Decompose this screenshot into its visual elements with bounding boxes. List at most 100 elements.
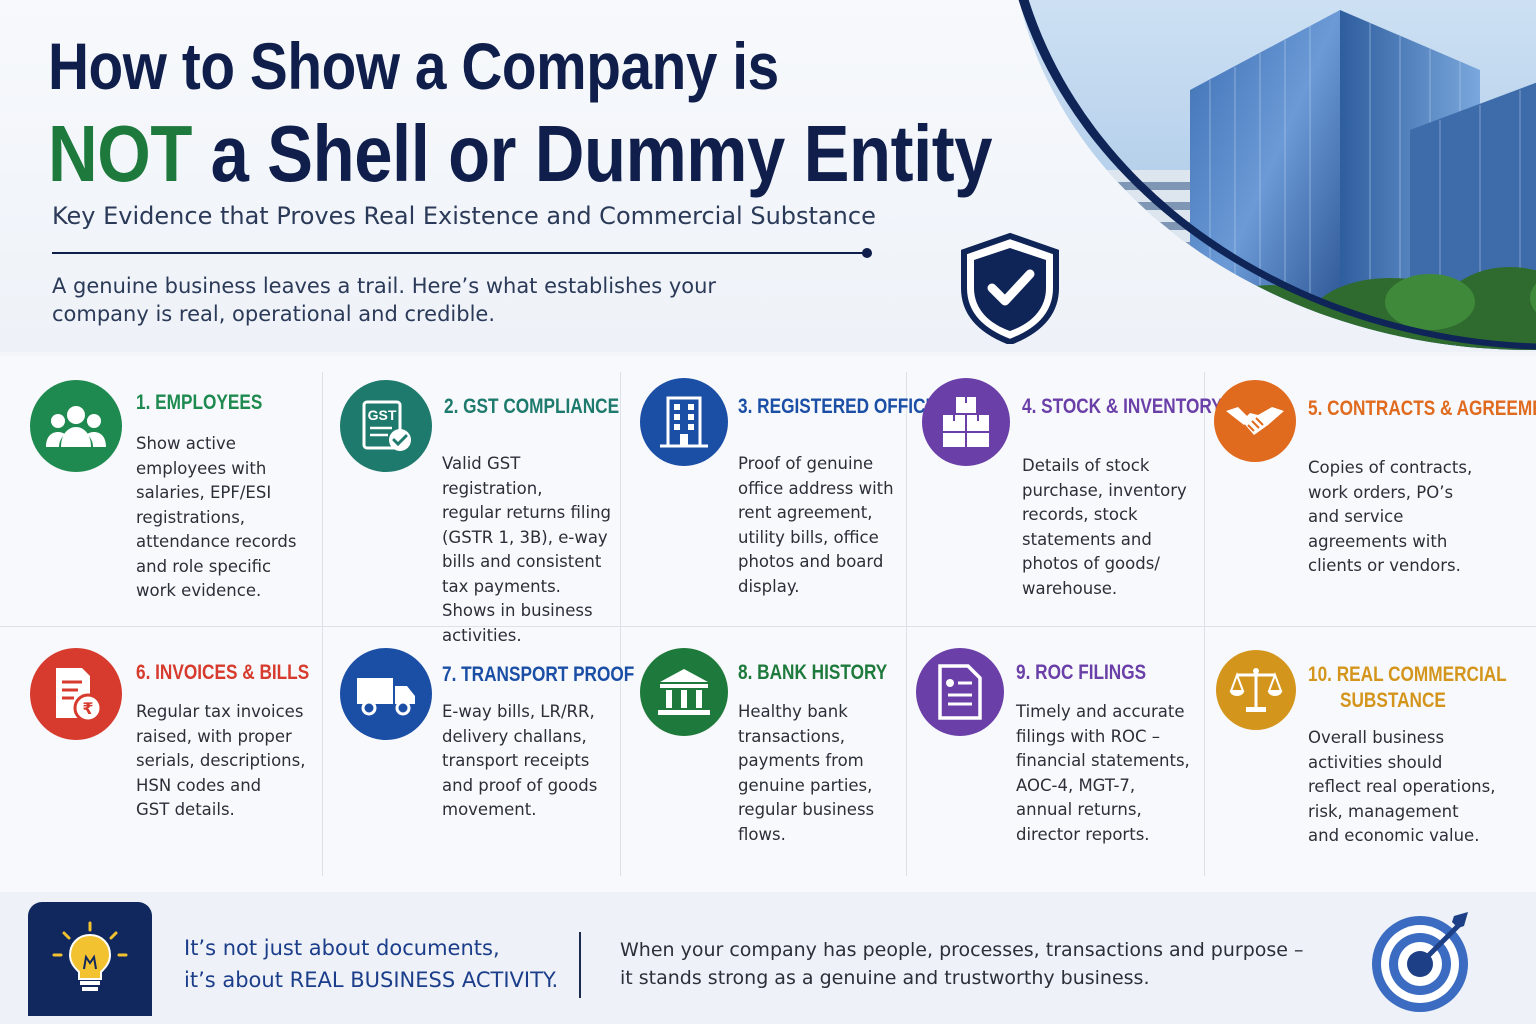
card-line: GST details. bbox=[136, 800, 235, 819]
evidence-card-bank-history: 8. BANK HISTORY Healthy bank transaction… bbox=[640, 648, 906, 878]
card-line: employees with bbox=[136, 458, 267, 478]
card-line: bills and consistent bbox=[442, 552, 602, 571]
card-line: annual returns, bbox=[1016, 800, 1142, 819]
card-title: 3. REGISTERED OFFICE bbox=[738, 395, 938, 418]
intro-line1: A genuine business leaves a trail. Here’… bbox=[52, 274, 717, 298]
handshake-icon bbox=[1214, 380, 1296, 462]
card-line: and proof of goods bbox=[442, 775, 598, 795]
lightbulb-icon-box bbox=[28, 902, 152, 1016]
grid-divider bbox=[1204, 372, 1205, 876]
evidence-card-roc-filings: 9. ROC FILINGS Timely and accurate filin… bbox=[916, 648, 1204, 878]
card-line: work orders, PO’s bbox=[1308, 482, 1454, 502]
footer-tagline: It’s not just about documents, it’s abou… bbox=[184, 932, 558, 996]
card-line: transactions, bbox=[738, 726, 846, 746]
card-body: Healthy bank transactions, payments from… bbox=[738, 700, 874, 847]
truck-icon bbox=[340, 648, 432, 740]
evidence-card-contracts-agreements: 5. CONTRACTS & AGREEMENTS Copies of cont… bbox=[1214, 380, 1536, 620]
card-title: 9. ROC FILINGS bbox=[1016, 661, 1147, 684]
card-line: rent agreement, bbox=[738, 503, 873, 522]
page-subtitle: Key Evidence that Proves Real Existence … bbox=[52, 202, 876, 230]
card-line: work evidence. bbox=[136, 581, 262, 600]
card-line: Details of stock bbox=[1022, 456, 1150, 475]
card-line: movement. bbox=[442, 800, 537, 819]
decorative-swoosh bbox=[1000, 0, 1536, 350]
card-line: statements and bbox=[1022, 529, 1152, 549]
card-line: and economic value. bbox=[1308, 826, 1480, 845]
card-line: activities. bbox=[442, 625, 522, 645]
card-line: regular returns filing bbox=[442, 503, 612, 522]
card-line: Overall business bbox=[1308, 728, 1445, 747]
card-line: Regular tax invoices bbox=[136, 702, 304, 721]
card-line: Proof of genuine bbox=[738, 454, 874, 473]
card-title: 8. BANK HISTORY bbox=[738, 661, 888, 684]
card-line: transport receipts bbox=[442, 751, 590, 770]
card-line: purchase, inventory bbox=[1022, 480, 1187, 500]
card-title: 6. INVOICES & BILLS bbox=[136, 661, 310, 684]
boxes-icon bbox=[922, 378, 1010, 466]
card-body: Timely and accurate filings with ROC – f… bbox=[1016, 700, 1190, 847]
card-line: raised, with proper bbox=[136, 726, 292, 746]
card-body: Proof of genuine office address with ren… bbox=[738, 452, 894, 599]
card-line: delivery challans, bbox=[442, 726, 587, 746]
card-line: agreements with bbox=[1308, 531, 1448, 551]
card-line: photos of goods/ bbox=[1022, 554, 1160, 573]
card-line: regular business bbox=[738, 800, 875, 819]
gst-document-icon: GST bbox=[340, 380, 432, 472]
card-line: Show active bbox=[136, 434, 236, 453]
card-line: financial statements, bbox=[1016, 751, 1190, 770]
card-title: 10. REAL COMMERCIAL bbox=[1308, 663, 1507, 686]
grid-divider bbox=[322, 372, 323, 876]
intro-line2: company is real, operational and credibl… bbox=[52, 302, 496, 326]
card-line: Healthy bank bbox=[738, 702, 848, 721]
evidence-card-invoices-bills: ₹ 6. INVOICES & BILLS Regular tax invoic… bbox=[30, 648, 320, 878]
card-line: genuine parties, bbox=[738, 775, 873, 795]
divider-line bbox=[52, 252, 866, 254]
scales-icon bbox=[1216, 650, 1296, 730]
footer-message: When your company has people, processes,… bbox=[620, 936, 1304, 992]
card-line: registrations, bbox=[136, 507, 246, 527]
card-line: director reports. bbox=[1016, 824, 1150, 844]
card-line: photos and board bbox=[738, 552, 884, 571]
target-icon bbox=[1372, 912, 1468, 1012]
card-line: utility bills, office bbox=[738, 527, 879, 547]
card-title: 5. CONTRACTS & AGREEMENTS bbox=[1308, 397, 1536, 420]
title-not-word: NOT bbox=[48, 109, 192, 198]
footer: It’s not just about documents, it’s abou… bbox=[0, 892, 1536, 1024]
lightbulb-icon bbox=[52, 921, 128, 991]
office-building-icon bbox=[640, 378, 728, 466]
document-icon bbox=[916, 648, 1004, 736]
evidence-card-transport-proof: 7. TRANSPORT PROOF E-way bills, LR/RR, d… bbox=[340, 648, 634, 878]
card-body: E-way bills, LR/RR, delivery challans, t… bbox=[442, 700, 597, 823]
card-title: 7. TRANSPORT PROOF bbox=[442, 663, 635, 686]
footer-message-line1: When your company has people, processes,… bbox=[620, 939, 1304, 961]
header: How to Show a Company is NOT a Shell or … bbox=[0, 0, 1536, 352]
card-body: Regular tax invoices raised, with proper… bbox=[136, 700, 305, 823]
card-line: warehouse. bbox=[1022, 578, 1118, 598]
footer-tagline-line2: it’s about REAL BUSINESS ACTIVITY. bbox=[184, 968, 559, 992]
card-title-line2: SUBSTANCE bbox=[1340, 689, 1446, 712]
card-body: Details of stock purchase, inventory rec… bbox=[1022, 454, 1187, 601]
card-line: Timely and accurate bbox=[1016, 702, 1185, 721]
card-line: filings with ROC – bbox=[1016, 726, 1161, 746]
card-line: attendance records bbox=[136, 532, 297, 551]
card-line: (GSTR 1, 3B), e-way bbox=[442, 527, 608, 547]
card-line: display. bbox=[738, 576, 800, 596]
card-title: 1. EMPLOYEES bbox=[136, 391, 263, 414]
footer-message-line2: it stands strong as a genuine and trustw… bbox=[620, 967, 1150, 989]
card-line: records, stock bbox=[1022, 505, 1138, 524]
evidence-card-registered-office: 3. REGISTERED OFFICE Proof of genuine of… bbox=[640, 378, 937, 618]
evidence-card-gst-compliance: GST 2. GST COMPLIANCE Valid GST registra… bbox=[340, 380, 620, 645]
bank-icon bbox=[640, 648, 728, 736]
title-line2-rest: a Shell or Dummy Entity bbox=[191, 109, 993, 198]
card-title: 4. STOCK & INVENTORY bbox=[1022, 395, 1223, 418]
evidence-card-employees: 1. EMPLOYEES Show active employees with … bbox=[30, 380, 320, 620]
card-body: Show active employees with salaries, EPF… bbox=[136, 432, 296, 604]
intro-text: A genuine business leaves a trail. Here’… bbox=[52, 272, 732, 328]
card-line: tax payments. bbox=[442, 576, 561, 596]
card-body: Copies of contracts, work orders, PO’s a… bbox=[1308, 456, 1472, 579]
people-icon bbox=[30, 380, 122, 472]
evidence-card-stock-inventory: 4. STOCK & INVENTORY Details of stock pu… bbox=[922, 378, 1223, 618]
card-line: serials, descriptions, bbox=[136, 751, 306, 770]
evidence-grid: 1. EMPLOYEES Show active employees with … bbox=[0, 356, 1536, 892]
card-line: Valid GST registration, bbox=[442, 454, 543, 498]
